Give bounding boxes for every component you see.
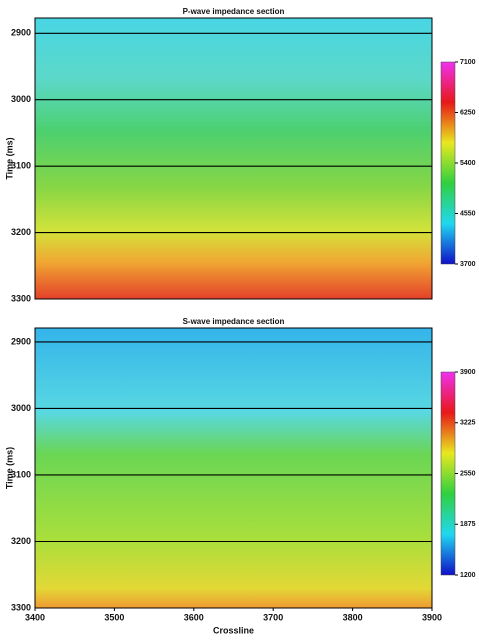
colorbar-tick-label: 1200: [460, 572, 476, 579]
y-tick-label: 2900: [11, 336, 31, 346]
x-axis-label: Crossline: [213, 625, 254, 635]
y-tick-label: 3300: [11, 293, 31, 303]
y-axis-label: Time (ms): [4, 447, 14, 489]
y-tick-label: 3300: [11, 602, 31, 612]
x-tick-label: 3800: [343, 612, 363, 622]
colorbar-tick-label: 3225: [460, 420, 476, 427]
colorbar-tick-label: 4550: [460, 210, 476, 217]
x-tick-label: 3600: [184, 612, 204, 622]
colorbar-tick-label: 2550: [460, 470, 476, 477]
plot-frame: [34, 17, 433, 300]
y-tick-label: 3000: [11, 94, 31, 104]
x-tick-label: 3900: [422, 612, 442, 622]
colorbar-tick-label: 3700: [460, 261, 476, 268]
y-tick-label: 3100: [11, 469, 31, 479]
chart-title: S-wave impedance section: [183, 317, 285, 326]
y-tick-label: 3200: [11, 227, 31, 237]
y-tick-label: 3000: [11, 403, 31, 413]
y-tick-label: 3100: [11, 161, 31, 171]
colorbar-tick-label: 6250: [460, 109, 476, 116]
section-image: [35, 18, 432, 299]
section-image: [35, 328, 432, 608]
chart-title: P-wave impedance section: [183, 7, 285, 16]
y-axis-label: Time (ms): [4, 137, 14, 179]
colorbar: [440, 61, 456, 265]
colorbar: [440, 371, 456, 576]
colorbar-tick-label: 7100: [460, 59, 476, 66]
x-tick-label: 3700: [263, 612, 283, 622]
y-tick-label: 2900: [11, 28, 31, 38]
x-tick-label: 3400: [25, 612, 45, 622]
y-tick-label: 3200: [11, 536, 31, 546]
colorbar-tick-label: 3900: [460, 369, 476, 376]
plot-frame: [34, 327, 433, 609]
x-tick-label: 3500: [104, 612, 124, 622]
colorbar-tick-label: 1875: [460, 521, 476, 528]
colorbar-tick-label: 5400: [460, 160, 476, 167]
